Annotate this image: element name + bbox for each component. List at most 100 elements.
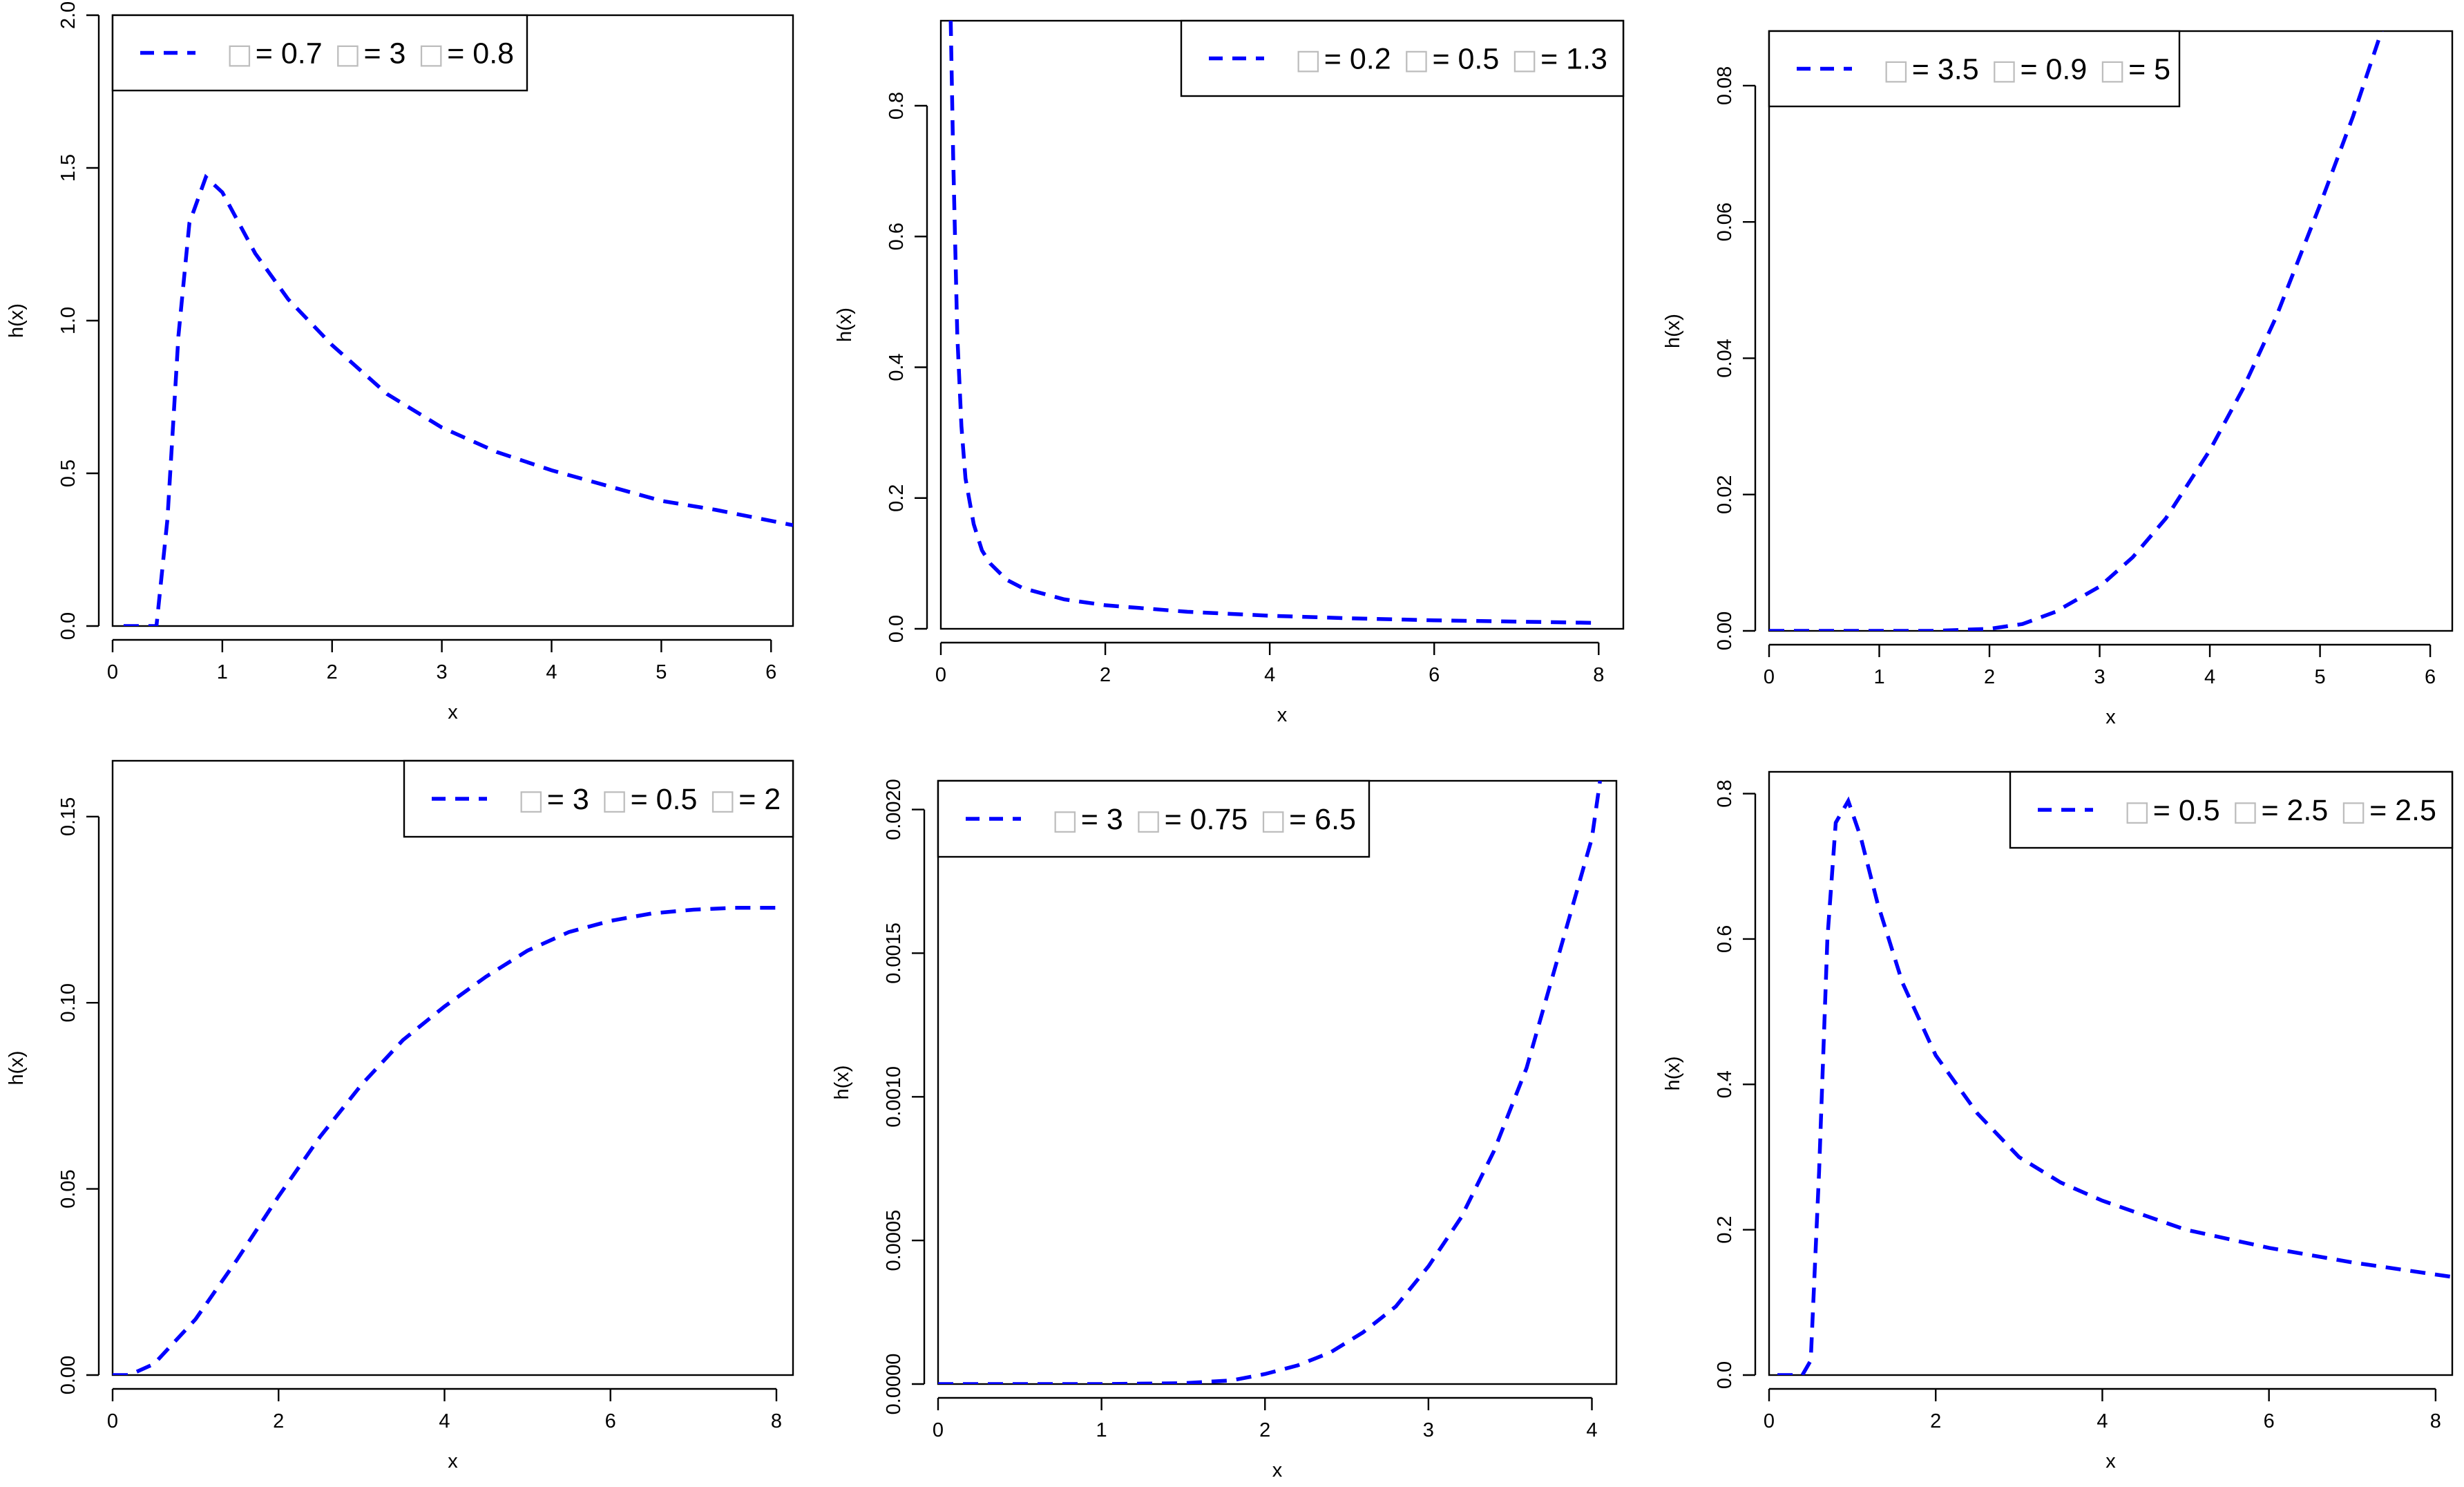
legend: □= 0.5 □= 2.5 □= 2.5 [2009, 770, 2454, 849]
legend-param-symbol-icon: □ [1992, 55, 2018, 86]
x-tick-label: 3 [437, 661, 448, 683]
legend: □= 3 □= 0.75 □= 6.5 [937, 779, 1371, 858]
x-axis-title: x [1272, 1459, 1283, 1481]
y-tick-label: 2.0 [57, 1, 79, 29]
x-tick-label: 5 [2315, 666, 2326, 688]
x-tick-label: 1 [217, 661, 228, 683]
legend-param-value: = 0.5 [631, 783, 698, 816]
legend-box [1180, 19, 1625, 97]
y-axis-title: h(x) [834, 307, 856, 342]
x-tick-label: 5 [656, 661, 667, 683]
legend-param-symbol-icon: □ [602, 784, 628, 816]
legend-param-value: = 3 [1081, 803, 1123, 836]
x-tick-label: 6 [1429, 664, 1440, 686]
legend-param-symbol-icon: □ [1052, 804, 1078, 836]
legend-box [2009, 770, 2454, 849]
legend-param-symbol-icon: □ [2340, 795, 2367, 827]
legend-param-symbol-icon: □ [2124, 795, 2150, 827]
x-tick-label: 0 [933, 1419, 944, 1441]
x-tick-label: 4 [2204, 666, 2215, 688]
legend-param-symbol-icon: □ [2099, 55, 2126, 86]
legend-param-value: = 3 [363, 37, 405, 70]
legend-param-symbol-icon: □ [1295, 44, 1321, 76]
chart-panel-2: 0 2 4 6 80.00.20.40.60.8xh(x)□= 0.2 □= 0.5 □= … [834, 19, 1625, 726]
y-tick-label: 0.0010 [883, 1066, 905, 1128]
y-tick-label: 0.0005 [883, 1210, 905, 1271]
y-tick-label: 0.0 [1714, 1361, 1736, 1389]
x-tick-label: 4 [546, 661, 557, 683]
x-axis-title: x [448, 701, 458, 723]
plot-frame [939, 19, 1625, 630]
series-line-1 [1769, 31, 2384, 631]
x-tick-label: 4 [1264, 664, 1275, 686]
x-tick-label: 4 [439, 1410, 450, 1432]
x-tick-label: 2 [1930, 1410, 1941, 1432]
x-tick-label: 2 [1259, 1419, 1270, 1441]
legend-param-symbol-icon: □ [227, 39, 253, 70]
legend-param-value: = 2.5 [2261, 794, 2328, 827]
series-line-1 [123, 173, 793, 626]
legend-param-value: = 3 [547, 783, 589, 816]
series-line-1 [948, 21, 1599, 625]
series-line-1 [1777, 796, 2452, 1375]
legend-param-symbol-icon: □ [2233, 795, 2259, 827]
y-tick-label: 0.0 [886, 615, 908, 643]
x-tick-label: 2 [327, 661, 338, 683]
y-tick-label: 0.08 [1714, 66, 1736, 105]
legend-param-symbol-icon: □ [1136, 804, 1162, 836]
y-tick-label: 0.06 [1714, 202, 1736, 241]
x-tick-label: 0 [107, 661, 118, 683]
y-tick-label: 0.00 [1714, 612, 1736, 650]
legend-text: □= 3 □= 0.75 □= 6.5 [1052, 803, 1356, 836]
y-tick-label: 0.02 [1714, 475, 1736, 514]
x-tick-label: 6 [605, 1410, 616, 1432]
y-axis-title: h(x) [6, 303, 28, 338]
legend-param-value: = 2.5 [2369, 794, 2436, 827]
y-tick-label: 0.6 [1714, 925, 1736, 953]
y-tick-label: 0.4 [1714, 1070, 1736, 1098]
legend-text: □= 3 □= 0.5 □= 2 [518, 783, 781, 816]
x-tick-label: 0 [1764, 1410, 1775, 1432]
y-axis-title: h(x) [831, 1065, 853, 1100]
y-tick-label: 0.0020 [883, 779, 905, 840]
x-tick-label: 0 [107, 1410, 118, 1432]
legend-box [1768, 30, 2181, 108]
x-tick-label: 6 [2425, 666, 2436, 688]
legend-param-value: = 0.75 [1165, 803, 1248, 836]
y-tick-label: 1.0 [57, 307, 79, 334]
x-axis-title: x [2105, 1450, 2116, 1472]
legend-param-value: = 0.7 [256, 37, 323, 70]
x-tick-label: 1 [1873, 666, 1884, 688]
x-axis-title: x [2105, 706, 2116, 728]
legend-text: □= 0.5 □= 2.5 □= 2.5 [2124, 794, 2436, 827]
legend-param-symbol-icon: □ [335, 39, 361, 70]
legend-param-value: = 0.9 [2020, 53, 2087, 86]
legend-box [111, 14, 528, 92]
legend-text: □= 3.5 □= 0.9 □= 5 [1883, 53, 2170, 86]
y-tick-label: 0.00 [57, 1356, 79, 1394]
legend-param-value: = 0.8 [447, 37, 514, 70]
legend-param-value: = 0.5 [2153, 794, 2220, 827]
y-tick-label: 0.2 [1714, 1215, 1736, 1243]
legend: □= 3.5 □= 0.9 □= 5 [1768, 30, 2181, 108]
series-line-1 [938, 781, 1603, 1384]
x-tick-label: 2 [1984, 666, 1995, 688]
y-tick-label: 0.8 [1714, 779, 1736, 807]
y-tick-label: 0.15 [57, 797, 79, 836]
y-tick-label: 0.4 [886, 353, 908, 381]
x-axis-title: x [1277, 704, 1288, 726]
legend-param-symbol-icon: □ [1883, 55, 1909, 86]
legend-param-symbol-icon: □ [518, 784, 544, 816]
x-tick-label: 3 [2094, 666, 2105, 688]
chart-panel-6: 0 2 4 6 80.00.20.40.60.8xh(x)□= 0.5 □= 2.5 □= … [1662, 770, 2454, 1472]
x-tick-label: 8 [2430, 1410, 2441, 1432]
x-tick-label: 1 [1096, 1419, 1107, 1441]
legend-param-symbol-icon: □ [1260, 804, 1286, 836]
x-tick-label: 2 [273, 1410, 284, 1432]
y-tick-label: 0.0000 [883, 1354, 905, 1415]
legend-text: □= 0.7 □= 3 □= 0.8 [227, 37, 514, 70]
legend-param-value: = 5 [2128, 53, 2170, 86]
plot-frame [937, 779, 1618, 1385]
